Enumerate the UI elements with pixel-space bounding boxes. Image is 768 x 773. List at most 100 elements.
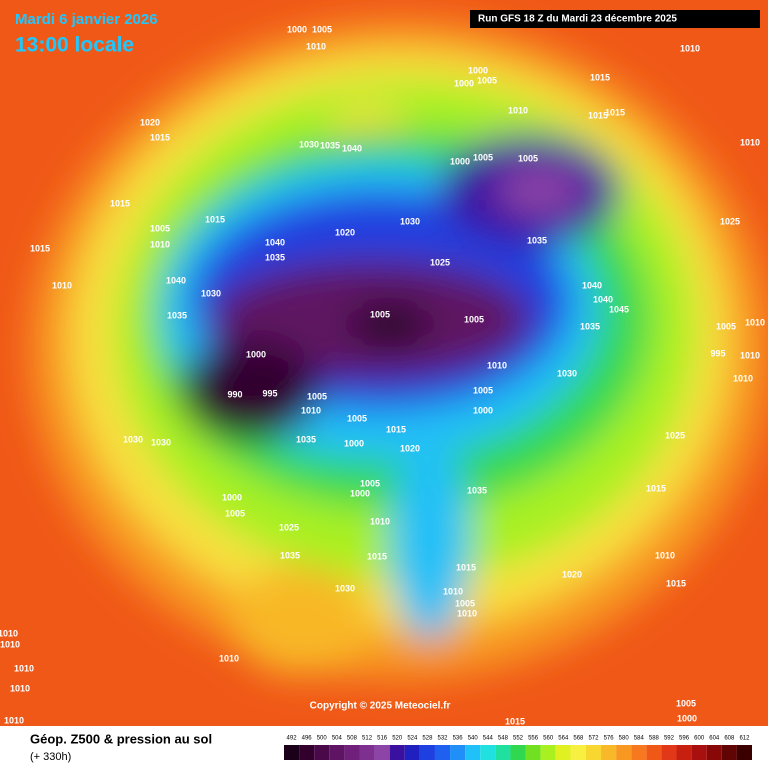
scale-label: 572 [588, 736, 599, 742]
scale-swatch [510, 745, 526, 760]
scale-label: 568 [573, 736, 584, 742]
isobar-label: 1000 [450, 156, 470, 166]
isobar-label: 1030 [335, 583, 355, 593]
isobar-label: 1005 [360, 478, 380, 488]
isobar-label: 1000 [246, 349, 266, 359]
scale-label: 564 [558, 736, 569, 742]
isobar-label: 1000 [350, 488, 370, 498]
scale-swatch [465, 745, 481, 760]
isobar-label: 1045 [609, 304, 629, 314]
scale-label: 516 [377, 736, 388, 742]
isobar-label: 1025 [720, 216, 740, 226]
isobar-label: 1030 [123, 434, 143, 444]
valid-date: Mardi 6 janvier 2026 [15, 11, 158, 28]
isobar-label: 1005 [716, 321, 736, 331]
isobar-label: 1015 [505, 716, 525, 726]
isobar-label: 1020 [335, 227, 355, 237]
scale-label: 532 [438, 736, 449, 742]
scale-swatch [736, 745, 752, 760]
scale-swatch [344, 745, 360, 760]
scale-swatch [585, 745, 602, 760]
scale-label: 512 [362, 736, 373, 742]
isobar-label: 1010 [301, 405, 321, 415]
isobar-label: 1005 [370, 309, 390, 319]
valid-time: 13:00 locale [15, 34, 134, 57]
isobar-label: 1010 [680, 43, 700, 53]
scale-swatch [570, 745, 586, 760]
scale-label: 580 [619, 736, 630, 742]
isobar-label: 1000 [473, 405, 493, 415]
isobar-label: 1030 [299, 139, 319, 149]
scale-swatch [661, 745, 677, 760]
scale-label: 500 [317, 736, 328, 742]
scale-label: 496 [302, 736, 313, 742]
scale-swatch [495, 745, 511, 760]
isobar-label: 1015 [646, 483, 666, 493]
isobar-label: 1015 [605, 107, 625, 117]
scale-label: 608 [724, 736, 735, 742]
isobar-label: 1035 [280, 550, 300, 560]
isobar-label: 1000 [677, 713, 697, 723]
isobar-label: 1010 [443, 586, 463, 596]
isobar-label: 1010 [0, 639, 20, 649]
scale-label: 544 [483, 736, 494, 742]
isobar-label: 1005 [150, 223, 170, 233]
isobar-label: 1015 [386, 424, 406, 434]
scale-label: 596 [679, 736, 690, 742]
isobar-label: 1000 [287, 24, 307, 34]
scale-swatch [450, 745, 466, 760]
isobar-label: 995 [710, 348, 725, 358]
scale-label: 536 [453, 736, 464, 742]
isobar-label: 1010 [740, 350, 760, 360]
isobar-label: 1035 [167, 310, 187, 320]
isobar-label: 1015 [666, 578, 686, 588]
scale-swatch [676, 745, 692, 760]
scale-label: 548 [498, 736, 509, 742]
isobar-label: 1030 [400, 216, 420, 226]
scale-swatch [721, 745, 737, 760]
isobar-label: 1015 [590, 72, 610, 82]
scale-swatch [555, 745, 571, 760]
isobar-label: 1010 [0, 628, 18, 638]
isobar-label: 1010 [508, 105, 528, 115]
isobar-label: 1010 [14, 663, 34, 673]
scale-swatch [691, 745, 707, 760]
scale-label: 504 [332, 736, 343, 742]
isobar-label: 995 [262, 388, 277, 398]
isobar-label: 1040 [593, 294, 613, 304]
scale-swatch [540, 745, 556, 760]
scale-swatch [359, 745, 375, 760]
scale-swatch [601, 745, 617, 760]
isobar-label: 1020 [400, 443, 420, 453]
footer-title: Géop. Z500 & pression au sol [30, 731, 212, 746]
isobar-label: 1035 [265, 252, 285, 262]
isobar-label: 1035 [580, 321, 600, 331]
isobar-label: 1040 [342, 143, 362, 153]
isobar-label: 1005 [473, 152, 493, 162]
isobar-label: 1000 [468, 65, 488, 75]
isobar-label: 1010 [306, 41, 326, 51]
scale-label: 560 [543, 736, 554, 742]
isobar-label: 1000 [454, 78, 474, 88]
color-scale: 492 496 500 504 508 512 516 520 524 528 532 536 540 5… [284, 736, 752, 760]
isobar-label: 1040 [265, 237, 285, 247]
isobar-label: 990 [227, 389, 242, 399]
isobar-label: 1040 [166, 275, 186, 285]
scale-swatch [434, 745, 451, 760]
isobar-label: 1005 [307, 391, 327, 401]
isobar-label: 1025 [279, 522, 299, 532]
isobar-label: 1035 [296, 434, 316, 444]
isobar-label: 1005 [676, 698, 696, 708]
isobar-label: 1000 [222, 492, 242, 502]
scale-label: 592 [664, 736, 675, 742]
isobar-label: 1020 [140, 117, 160, 127]
scale-swatch [480, 745, 496, 760]
isobar-label: 1015 [205, 214, 225, 224]
scale-label: 528 [422, 736, 433, 742]
scale-swatch [389, 745, 405, 760]
isobar-label: 1010 [655, 550, 675, 560]
isobar-label: 1025 [665, 430, 685, 440]
isobar-label: 1015 [588, 110, 608, 120]
